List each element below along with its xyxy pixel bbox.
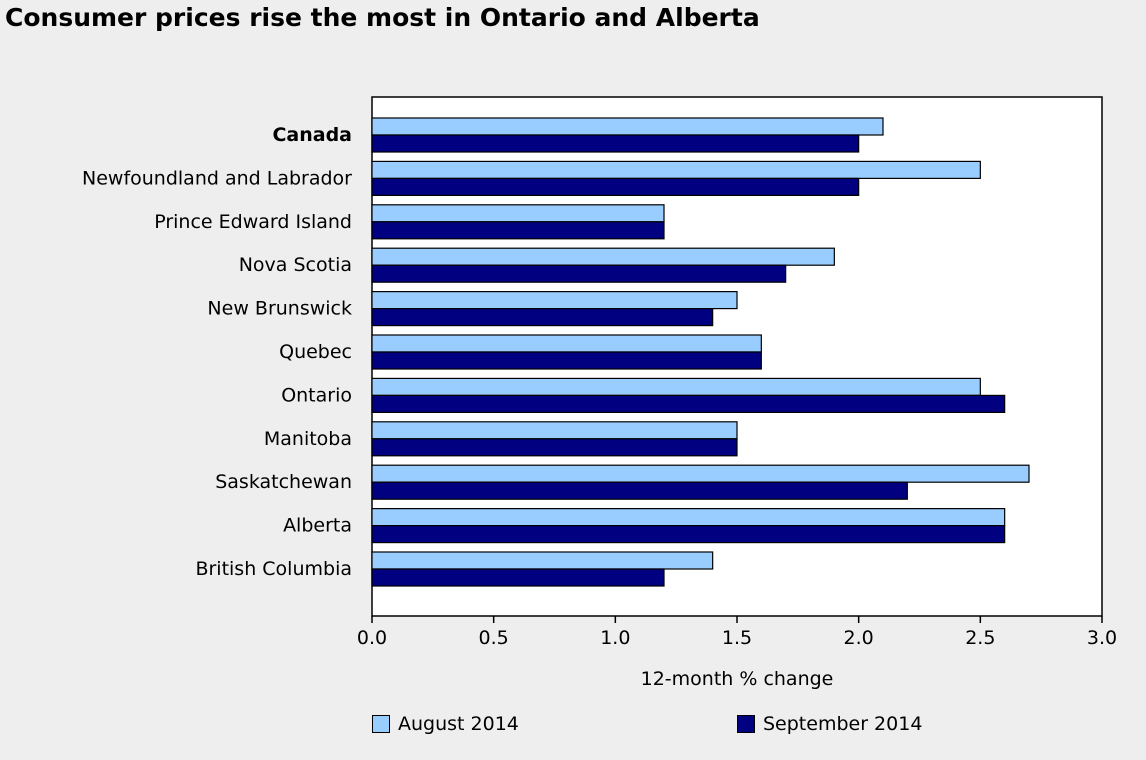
- bar-september-5: [371, 351, 762, 370]
- category-label-0: Canada: [272, 124, 352, 146]
- category-label-8: Saskatchewan: [215, 471, 352, 493]
- bar-september-4: [371, 308, 714, 327]
- bar-september-3: [371, 264, 787, 283]
- bar-august-3: [371, 247, 835, 266]
- legend-label-september: September 2014: [763, 713, 923, 735]
- bar-september-7: [371, 438, 738, 457]
- bar-august-0: [371, 117, 884, 136]
- bar-september-10: [371, 568, 665, 587]
- bar-august-10: [371, 551, 714, 570]
- x-tick-label-0: 0.0: [357, 627, 387, 649]
- bar-september-1: [371, 177, 860, 196]
- bar-august-6: [371, 377, 981, 396]
- legend-item-august: August 2014: [372, 713, 519, 735]
- bar-august-7: [371, 421, 738, 440]
- x-tick-label-1: 0.5: [479, 627, 509, 649]
- legend-label-august: August 2014: [398, 713, 519, 735]
- legend-swatch-august: [372, 715, 390, 733]
- bar-august-8: [371, 464, 1030, 483]
- category-label-1: Newfoundland and Labrador: [82, 167, 352, 189]
- bar-august-5: [371, 334, 762, 353]
- bar-august-2: [371, 204, 665, 223]
- bar-september-0: [371, 134, 860, 153]
- bar-august-9: [371, 508, 1006, 527]
- x-axis-ticks: 0.0 0.5 1.0 1.5 2.0 2.5 3.0: [357, 616, 1117, 649]
- bar-september-8: [371, 481, 908, 500]
- bar-september-9: [371, 524, 1006, 544]
- legend: August 2014 September 2014: [0, 713, 1146, 743]
- category-label-6: Ontario: [281, 384, 352, 406]
- bar-august-4: [371, 291, 738, 310]
- x-tick-label-3: 1.5: [722, 627, 752, 649]
- bar-august-1: [371, 160, 981, 179]
- category-label-9: Alberta: [283, 515, 352, 537]
- legend-swatch-september: [737, 715, 755, 733]
- category-label-3: Nova Scotia: [239, 254, 352, 276]
- bar-september-2: [371, 221, 665, 240]
- chart-title: Consumer prices rise the most in Ontario…: [5, 3, 760, 32]
- legend-item-september: September 2014: [737, 713, 922, 735]
- category-label-10: British Columbia: [195, 558, 352, 580]
- x-tick-label-5: 2.5: [965, 627, 995, 649]
- category-label-7: Manitoba: [264, 428, 352, 450]
- x-tick-label-2: 1.0: [600, 627, 630, 649]
- category-labels: Canada Newfoundland and Labrador Prince Ed…: [82, 124, 352, 580]
- x-tick-label-4: 2.0: [844, 627, 874, 649]
- bar-chart: Canada Newfoundland and Labrador Prince Ed…: [82, 96, 1117, 690]
- x-axis-title: 12-month % change: [641, 668, 834, 690]
- category-label-2: Prince Edward Island: [154, 211, 352, 233]
- category-label-5: Quebec: [279, 341, 352, 363]
- bars-group: [371, 117, 1030, 587]
- category-label-4: New Brunswick: [207, 298, 352, 320]
- x-tick-label-6: 3.0: [1087, 627, 1117, 649]
- bar-september-6: [371, 394, 1006, 413]
